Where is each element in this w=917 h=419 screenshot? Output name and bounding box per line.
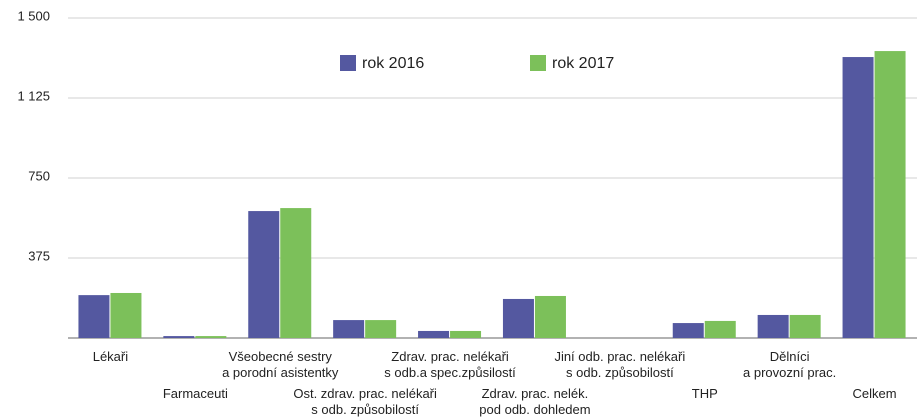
bar — [704, 320, 736, 338]
x-tick-label: Celkem — [852, 386, 897, 401]
y-tick-label: 1 500 — [17, 8, 50, 23]
bar — [502, 298, 534, 338]
bar — [110, 292, 142, 338]
bar — [248, 211, 280, 338]
bar — [78, 295, 110, 338]
bar — [163, 336, 195, 338]
x-tick-label: Zdrav. prac. nelék. pod odb. dohledem — [479, 386, 591, 417]
x-tick-label: Farmaceuti — [162, 386, 228, 401]
y-tick-label: 1 125 — [17, 88, 50, 103]
bar — [842, 57, 874, 338]
bar — [418, 330, 450, 338]
x-tick-label: Dělníci a provozní prac. — [743, 349, 837, 380]
bar — [874, 51, 906, 339]
bar — [195, 336, 227, 338]
bar — [333, 320, 365, 338]
x-tick-label: Ost. zdrav. prac. nelékaři s odb. způsob… — [293, 386, 437, 417]
x-tick-label: Zdrav. prac. nelékaři s odb.a spec.způsi… — [384, 349, 516, 380]
legend-label: rok 2017 — [552, 55, 614, 72]
x-tick-label: Jiní odb. prac. nelékaři s odb. způsobil… — [554, 349, 686, 380]
x-tick-label: Lékaři — [92, 349, 129, 364]
bar — [365, 320, 397, 338]
bar — [280, 208, 312, 338]
x-tick-label: Všeobecné sestry a porodní asistentky — [222, 349, 339, 380]
bar — [757, 314, 789, 338]
legend-label: rok 2016 — [362, 55, 424, 72]
x-tick-label: THP — [691, 386, 718, 401]
bar — [672, 323, 704, 338]
bar — [534, 295, 566, 338]
y-tick-label: 375 — [28, 248, 50, 263]
legend-swatch — [340, 55, 356, 71]
y-tick-label: 750 — [28, 168, 50, 183]
legend-swatch — [530, 55, 546, 71]
bar — [450, 330, 482, 338]
bar — [789, 314, 821, 338]
